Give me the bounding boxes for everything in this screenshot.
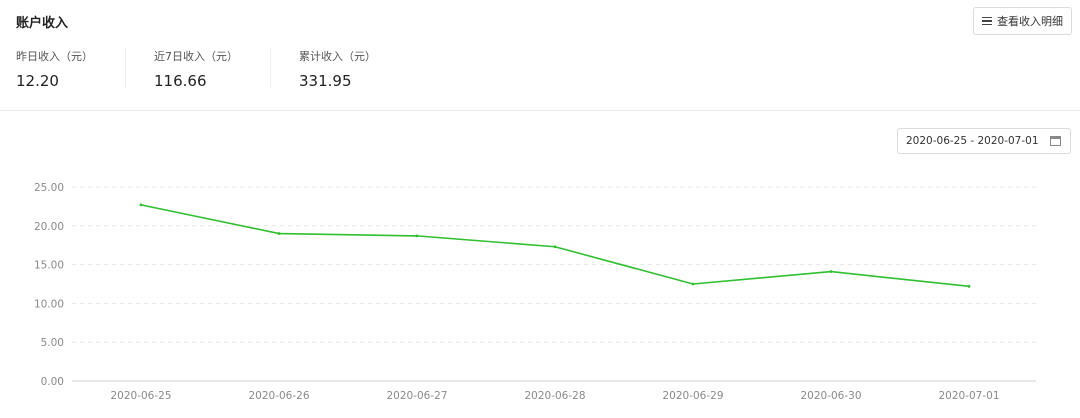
y-tick-label: 5.00 bbox=[41, 337, 64, 349]
view-income-details-label: 查看收入明细 bbox=[997, 15, 1063, 28]
data-point bbox=[691, 282, 695, 286]
y-tick-label: 0.00 bbox=[41, 376, 64, 388]
stat-label: 昨日收入（元） bbox=[16, 50, 93, 63]
stat-value: 12.20 bbox=[16, 72, 59, 90]
stat-label: 近7日收入（元） bbox=[154, 50, 238, 63]
x-tick-label: 2020-06-29 bbox=[662, 390, 723, 402]
stat-value: 116.66 bbox=[154, 72, 207, 90]
view-income-details-button[interactable]: 查看收入明细 bbox=[973, 7, 1072, 35]
y-tick-label: 15.00 bbox=[34, 260, 64, 272]
stat-yesterday: 昨日收入（元） 12.20 bbox=[16, 48, 126, 90]
y-tick-label: 10.00 bbox=[34, 298, 64, 310]
data-point bbox=[415, 234, 419, 238]
income-line-chart: 0.00 5.00 10.00 15.00 20.00 25.00 2020-06-25 20… bbox=[34, 182, 1036, 402]
data-point bbox=[139, 203, 143, 207]
menu-icon bbox=[982, 16, 992, 26]
date-range-picker[interactable]: 2020-06-25 - 2020-07-01 bbox=[897, 128, 1071, 154]
income-stats: 昨日收入（元） 12.20 近7日收入（元） 116.66 累计收入（元） 33… bbox=[16, 48, 436, 90]
data-point bbox=[553, 245, 557, 249]
data-point bbox=[277, 232, 281, 235]
x-tick-label: 2020-06-26 bbox=[248, 390, 309, 402]
x-tick-label: 2020-06-30 bbox=[800, 390, 861, 402]
y-tick-label: 25.00 bbox=[34, 182, 64, 194]
page-title: 账户收入 bbox=[16, 16, 69, 31]
stat-label: 累计收入（元） bbox=[299, 50, 376, 63]
data-point bbox=[967, 284, 971, 288]
stat-last-7-days: 近7日收入（元） 116.66 bbox=[154, 48, 271, 90]
x-tick-label: 2020-06-27 bbox=[386, 390, 447, 402]
data-point bbox=[829, 270, 833, 273]
x-tick-label: 2020-06-28 bbox=[524, 390, 585, 402]
date-range-value: 2020-06-25 - 2020-07-01 bbox=[906, 135, 1039, 147]
summary-panel: 账户收入 查看收入明细 昨日收入（元） 12.20 近7日收入（元） 116.6… bbox=[0, 0, 1080, 111]
x-tick-label: 2020-06-25 bbox=[110, 390, 171, 402]
y-tick-label: 20.00 bbox=[34, 221, 64, 233]
stat-total: 累计收入（元） 331.95 bbox=[299, 48, 408, 90]
calendar-icon[interactable] bbox=[1050, 136, 1061, 146]
x-tick-label: 2020-07-01 bbox=[938, 390, 999, 402]
stat-value: 331.95 bbox=[299, 72, 352, 90]
